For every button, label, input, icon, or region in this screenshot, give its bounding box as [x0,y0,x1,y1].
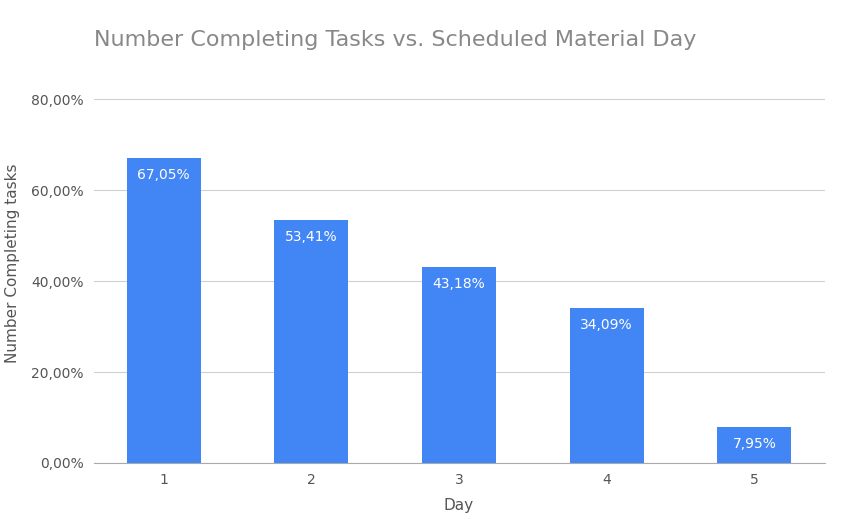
Text: 67,05%: 67,05% [138,168,190,183]
Text: 34,09%: 34,09% [581,318,633,332]
Bar [275,220,348,463]
Bar [127,158,201,463]
Bar [717,427,791,463]
Bar [570,308,643,463]
Text: 53,41%: 53,41% [285,230,337,244]
X-axis label: Day: Day [444,498,474,513]
Text: 43,18%: 43,18% [433,277,485,291]
Text: Number Completing Tasks vs. Scheduled Material Day: Number Completing Tasks vs. Scheduled Ma… [94,31,696,50]
Y-axis label: Number Completing tasks: Number Completing tasks [5,163,20,363]
Bar [422,267,496,463]
Text: 7,95%: 7,95% [733,437,776,451]
